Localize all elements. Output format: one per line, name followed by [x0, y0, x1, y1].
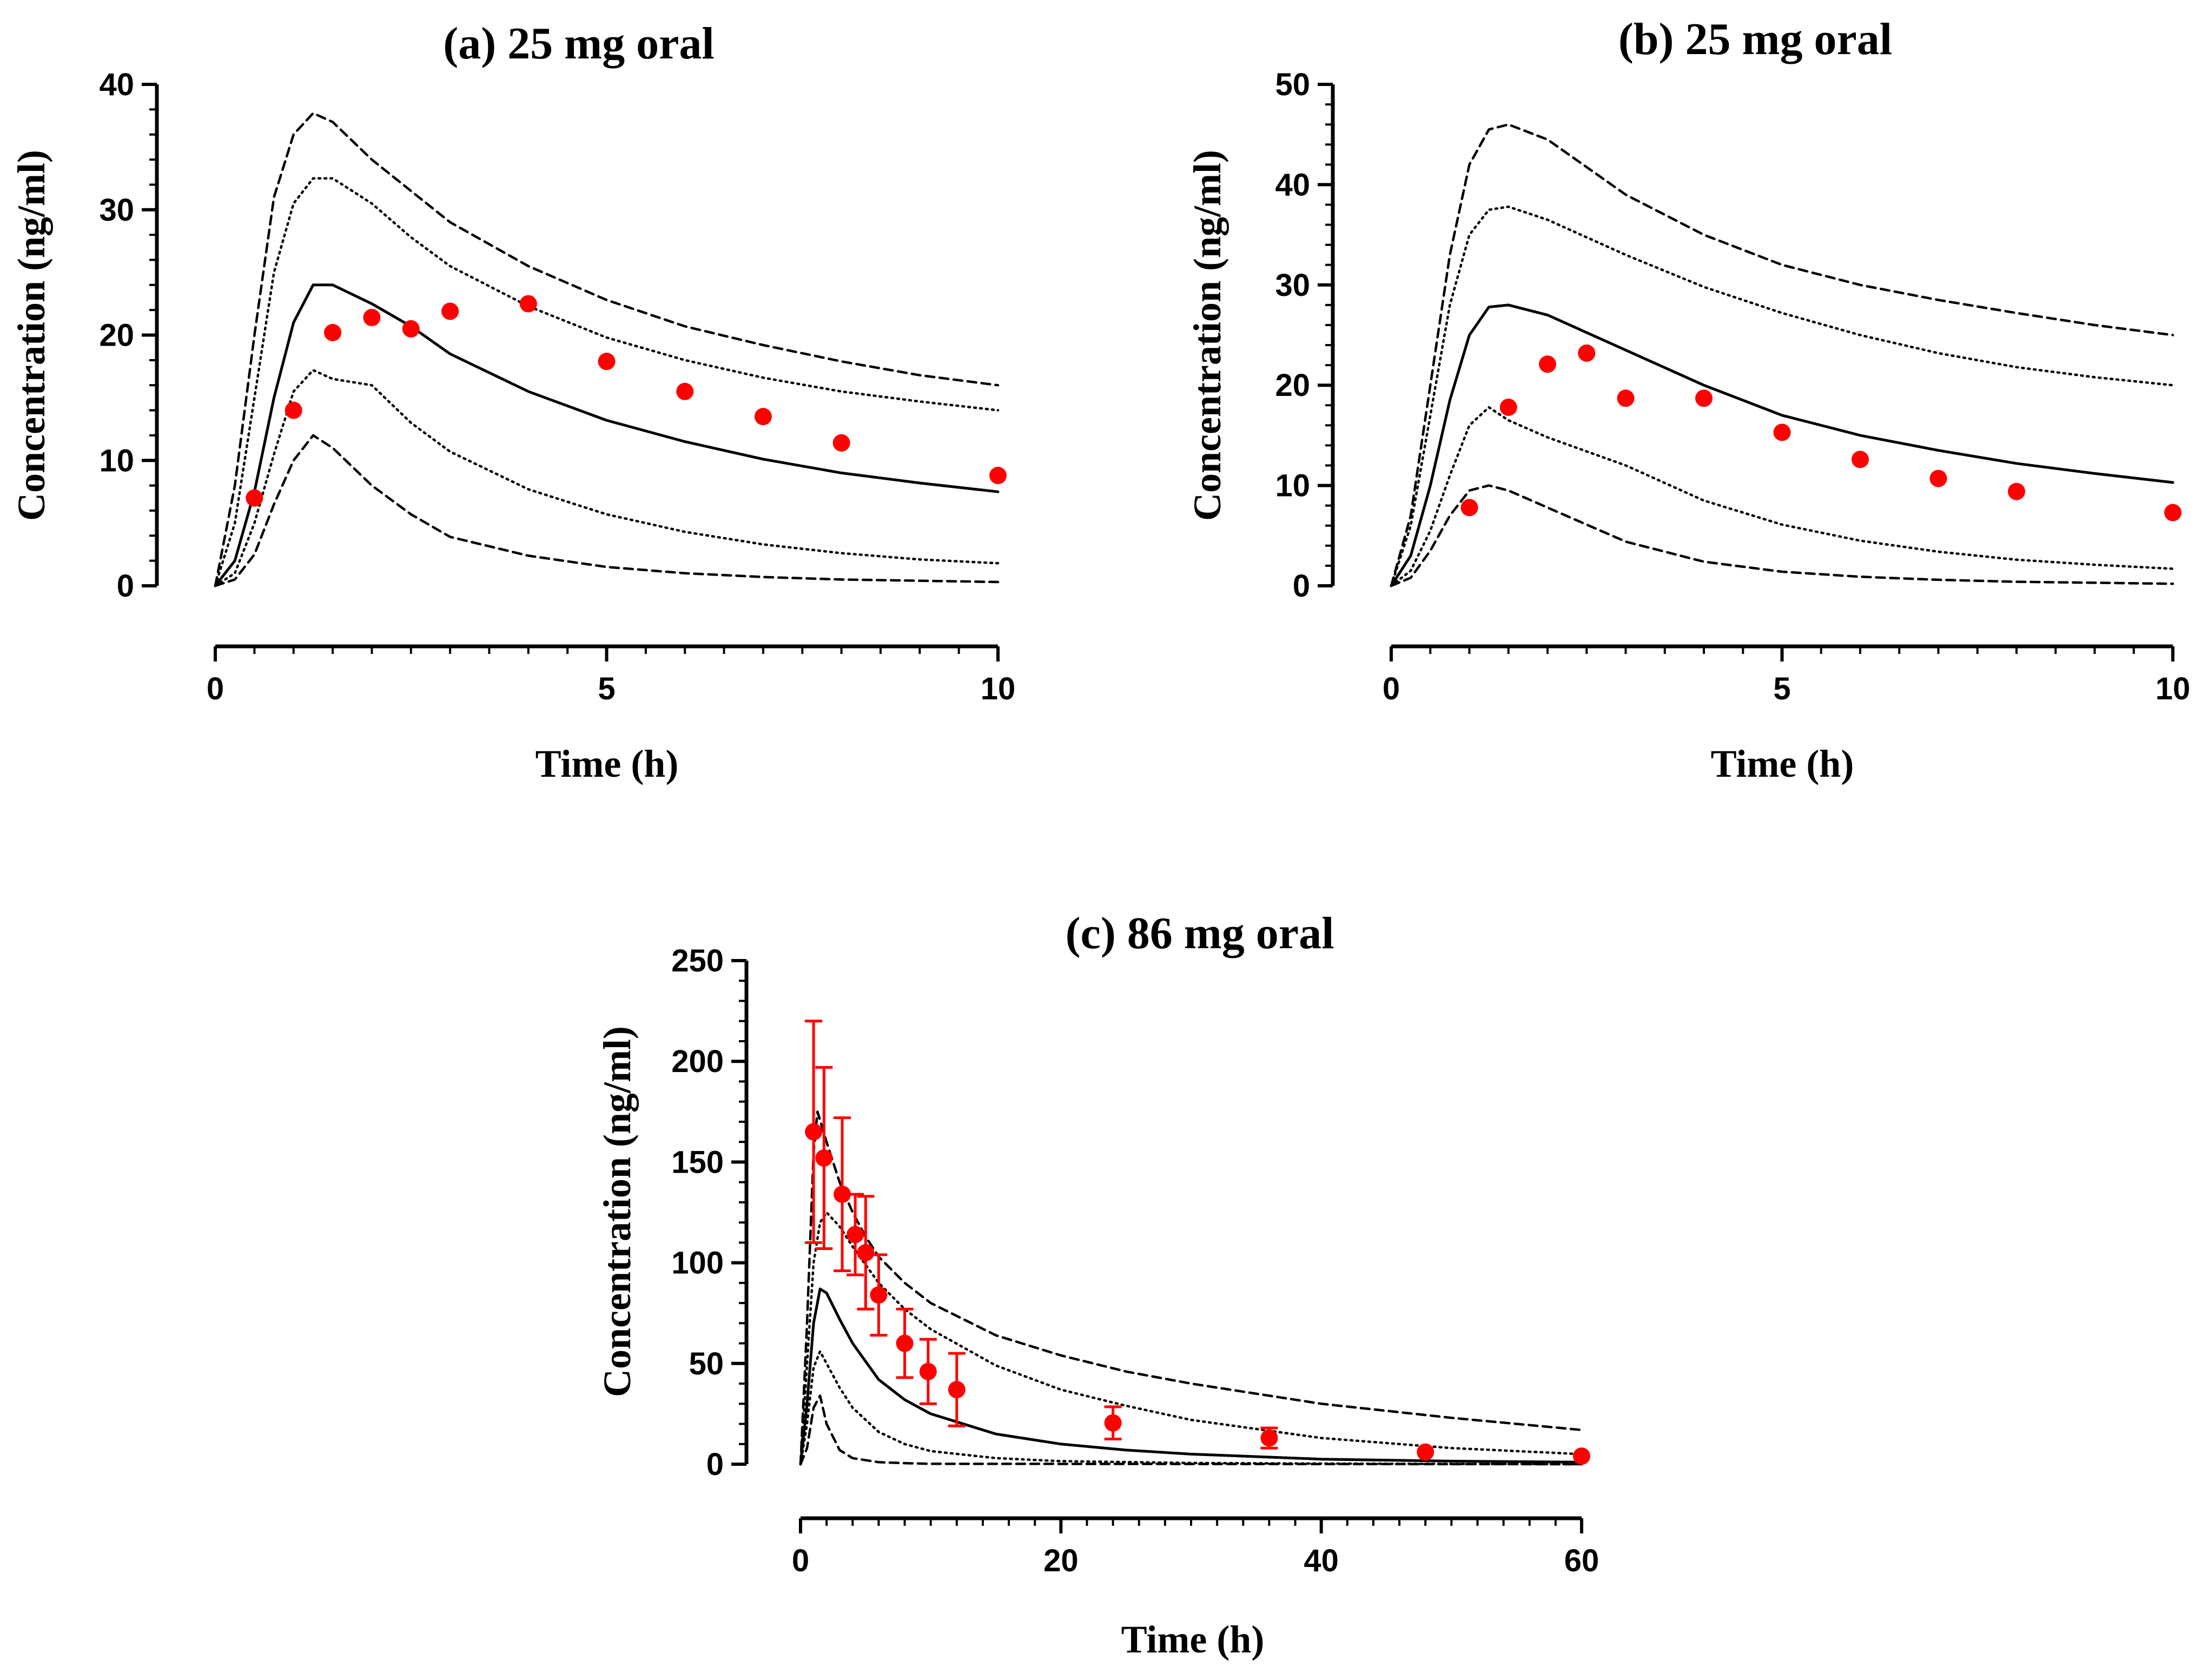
chart-panel-a: (a) 25 mg oral 0 10 20 30 40 0 5 10 Time (h) Conce…: [10, 18, 1015, 785]
observed-point: [805, 1123, 823, 1141]
observed-point: [1417, 1443, 1434, 1461]
x-tick-label: 0: [1383, 671, 1400, 706]
series-line-25th-percentile: [799, 1350, 1583, 1466]
chart-title: (a) 25 mg oral: [443, 18, 715, 69]
observed-point: [832, 434, 850, 452]
observed-point: [870, 1286, 888, 1304]
observed-point: [919, 1362, 937, 1380]
observed-point: [1499, 398, 1517, 416]
chart-title: (b) 25 mg oral: [1618, 14, 1892, 64]
observed-point: [598, 353, 616, 371]
y-tick-label: 40: [1275, 167, 1310, 202]
y-tick-label: 200: [671, 1044, 724, 1079]
series-line-95th-percentile: [214, 112, 1000, 587]
observed-point: [896, 1334, 914, 1352]
y-tick-label: 100: [671, 1246, 724, 1281]
y-tick-label: 0: [1293, 568, 1310, 604]
y-tick-label: 50: [1275, 67, 1310, 102]
x-axis-label: Time (h): [1121, 1618, 1265, 1661]
observed-point: [1260, 1429, 1278, 1447]
x-tick-label: 10: [981, 671, 1016, 706]
x-tick-label: 40: [1304, 1543, 1339, 1578]
x-tick-label: 0: [207, 671, 224, 706]
observed-point: [1539, 355, 1556, 373]
observed-point: [363, 309, 381, 327]
y-tick-label: 0: [706, 1447, 724, 1482]
x-tick-label: 0: [792, 1543, 809, 1578]
y-tick-label: 10: [99, 443, 134, 478]
x-tick-label: 60: [1564, 1543, 1599, 1578]
observed-point: [519, 295, 537, 313]
y-tick-label: 30: [99, 193, 134, 228]
observed-point: [1104, 1414, 1122, 1432]
chart-panel-c: (c) 86 mg oral 0 50 100 150 200 250 0 20 40 60 Time…: [596, 908, 1599, 1661]
x-axis-label: Time (h): [1711, 742, 1854, 785]
observed-point: [1460, 499, 1478, 517]
observed-point: [676, 382, 694, 400]
series-line-5th-percentile: [214, 434, 1000, 587]
y-tick-label: 30: [1275, 268, 1310, 303]
y-axis-label: Concentration (ng/ml): [10, 150, 53, 521]
y-tick-label: 250: [671, 943, 724, 978]
observed-point: [847, 1226, 864, 1244]
observed-point: [2008, 482, 2025, 500]
observed-point: [1852, 451, 1869, 468]
series-line-25th-percentile: [1390, 406, 2174, 587]
observed-point: [989, 467, 1007, 485]
observed-point: [246, 489, 263, 507]
observed-point: [1773, 424, 1791, 441]
series-line-95th-percentile: [1390, 123, 2174, 587]
observed-point: [1929, 469, 1947, 487]
y-tick-label: 20: [99, 318, 134, 353]
series-line-75th-percentile: [799, 1211, 1583, 1466]
y-tick-label: 40: [99, 67, 134, 102]
x-tick-label: 5: [598, 671, 615, 706]
y-axis-label: Concentration (ng/ml): [1186, 150, 1229, 521]
observed-point: [2164, 504, 2181, 521]
y-tick-label: 150: [671, 1145, 724, 1180]
observed-point: [285, 401, 302, 419]
chart-title: (c) 86 mg oral: [1066, 908, 1334, 958]
x-tick-label: 5: [1773, 671, 1790, 706]
y-tick-label: 10: [1275, 468, 1310, 504]
y-tick-label: 50: [689, 1346, 724, 1381]
observed-point: [834, 1185, 851, 1203]
observed-point: [754, 408, 772, 426]
series-line-75th-percentile: [214, 177, 1000, 587]
chart-panel-b: (b) 25 mg oral 0 10 20 30 40 50 0 5 10 Time (h) Con…: [1186, 14, 2190, 785]
observed-point: [441, 302, 459, 320]
observed-point: [1617, 389, 1635, 407]
observed-point: [857, 1244, 875, 1261]
y-tick-label: 0: [117, 568, 134, 604]
observed-point: [948, 1381, 966, 1399]
y-tick-label: 20: [1275, 368, 1310, 403]
series-line-5th-percentile: [1390, 484, 2174, 587]
observed-point: [1578, 344, 1596, 362]
observed-point: [815, 1149, 833, 1167]
y-axis-label: Concentration (ng/ml): [596, 1026, 639, 1397]
observed-point: [324, 323, 342, 341]
observed-point: [1695, 389, 1713, 407]
observed-point: [1573, 1447, 1590, 1465]
series-line-95th-percentile: [799, 1110, 1583, 1466]
series-line-5th-percentile: [799, 1394, 1583, 1466]
series-line-25th-percentile: [214, 369, 1000, 587]
series-line-median: [799, 1287, 1583, 1466]
series-line-75th-percentile: [1390, 205, 2174, 587]
observed-point: [402, 320, 420, 338]
x-tick-label: 20: [1043, 1543, 1079, 1578]
series-line-median: [1390, 303, 2174, 587]
x-tick-label: 10: [2156, 671, 2191, 706]
x-axis-label: Time (h): [536, 742, 679, 785]
